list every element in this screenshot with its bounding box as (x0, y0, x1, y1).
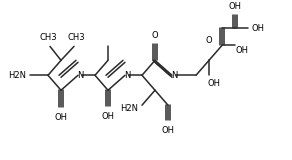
Text: N: N (171, 71, 177, 80)
Text: H2N: H2N (120, 104, 138, 113)
Text: CH3: CH3 (39, 33, 57, 42)
Text: OH: OH (235, 46, 248, 55)
Text: OH: OH (229, 3, 241, 12)
Text: CH3: CH3 (67, 33, 85, 42)
Text: O: O (206, 36, 212, 45)
Text: OH: OH (102, 112, 114, 121)
Text: OH: OH (55, 113, 67, 122)
Text: OH: OH (207, 79, 220, 88)
Text: H2N: H2N (8, 71, 26, 80)
Text: O: O (152, 31, 158, 40)
Text: OH: OH (161, 126, 175, 135)
Text: N: N (124, 71, 130, 80)
Text: OH: OH (252, 24, 265, 33)
Text: N: N (77, 71, 83, 80)
